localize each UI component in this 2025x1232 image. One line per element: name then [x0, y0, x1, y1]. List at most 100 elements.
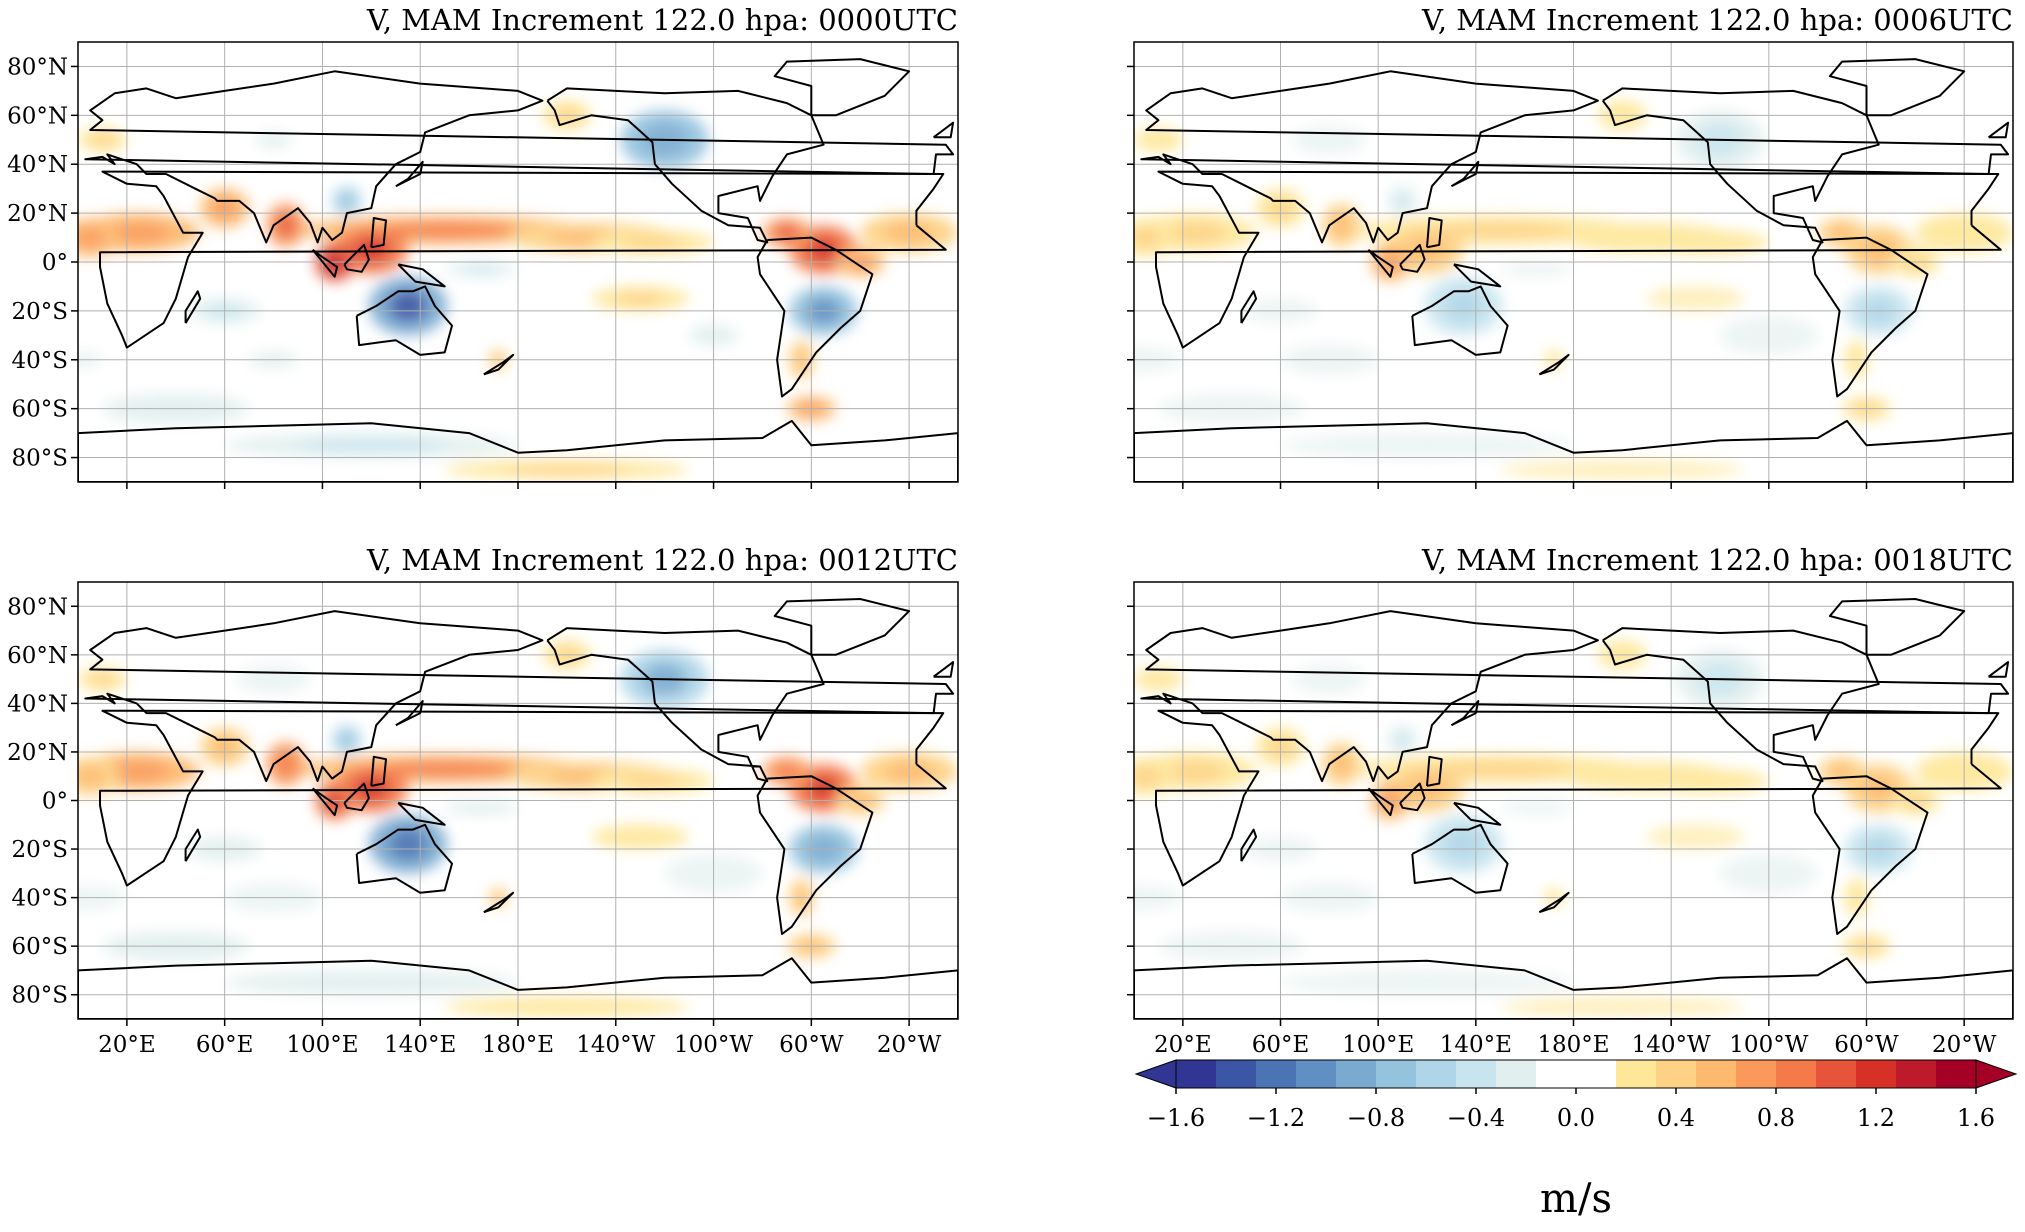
panel-body: 80°N 60°N 40°N 20°N 0° 20°S 40°S 60°S 80°S 20°E 60…: [7, 581, 959, 1058]
colorbar-tick-label: −1.2: [1247, 1104, 1305, 1132]
lat-tick-label: 60°S: [11, 934, 68, 960]
lon-tick-label: 20°E: [98, 1032, 156, 1058]
panel-body: 80°N 60°N 40°N 20°N 0° 20°S 40°S 60°S 80°S: [7, 41, 959, 489]
coastline: [1538, 353, 1570, 376]
coastline: [773, 598, 911, 656]
increment-contour-core: [1395, 731, 1410, 748]
coastline: [773, 58, 911, 117]
lon-tick-label: 60°E: [1252, 1032, 1310, 1058]
coastline: [1426, 755, 1443, 787]
increment-contour: [1500, 800, 1574, 816]
increment-contour-core: [615, 291, 665, 306]
increment-contour-core: [39, 137, 59, 153]
increment-contour-core: [90, 133, 115, 147]
coastline: [1450, 700, 1480, 727]
coastline: [483, 891, 515, 914]
lon-tick-label: 100°W: [674, 1032, 753, 1058]
coastline: [1453, 801, 1502, 826]
increment-field: [1085, 640, 2013, 1017]
panel-title: V, MAM Increment 122.0 hpa: 0006UTC: [1421, 3, 2013, 37]
increment-contour-core: [339, 192, 355, 209]
increment-contour-core: [1829, 763, 1855, 780]
increment-contour-core: [1134, 226, 1161, 249]
colorbar-swatch: [1336, 1060, 1377, 1088]
map-panel-0012utc: V, MAM Increment 122.0 hpa: 0012UTC 80°N…: [7, 543, 959, 1058]
increment-contour-core: [463, 803, 500, 812]
coastline: [395, 700, 424, 727]
map-area: [1085, 42, 2013, 482]
increment-contour: [1085, 669, 1124, 698]
colorbar-swatch: [1856, 1060, 1897, 1088]
coastline: [483, 353, 515, 376]
increment-field: [78, 640, 958, 1017]
colorbar-unit-label: m/s: [1540, 1176, 1612, 1222]
axis-ticks: [1127, 605, 1965, 1026]
colorbar-swatch: [1456, 1060, 1497, 1088]
coastline: [1988, 121, 2010, 139]
increment-contour-core: [108, 760, 170, 783]
increment-contour-core: [1095, 676, 1115, 692]
colorbar-swatch: [1376, 1060, 1417, 1088]
coastline: [1399, 782, 1426, 812]
colorbar-swatch: [1896, 1060, 1937, 1088]
lat-tick-label: 80°S: [11, 446, 68, 472]
increment-contour-core: [1444, 828, 1484, 861]
increment-contour-core: [615, 830, 665, 844]
lat-tick-label: 40°S: [11, 886, 68, 912]
lat-tick-label: 60°N: [7, 103, 68, 129]
colorbar-tick-label: 0.8: [1757, 1104, 1795, 1132]
coastline: [343, 243, 370, 273]
coastline: [78, 957, 958, 1019]
increment-contour-core: [353, 775, 390, 802]
coastlines: [78, 598, 958, 1019]
coastline: [78, 419, 958, 482]
colorbar-tick-label: −1.6: [1147, 1104, 1205, 1132]
increment-contour: [1646, 286, 1745, 311]
increment-contour-core: [1134, 765, 1161, 787]
increment-contour: [236, 664, 311, 694]
coastlines: [78, 58, 958, 482]
panel-title: V, MAM Increment 122.0 hpa: 0018UTC: [1421, 543, 2013, 577]
map-area: [1085, 582, 2013, 1019]
coastline: [184, 828, 202, 862]
increment-contour-core: [78, 765, 105, 787]
lon-tick-label: 180°E: [482, 1032, 554, 1058]
colorbar-tick-label: −0.8: [1347, 1104, 1405, 1132]
lon-tick-label: 20°W: [877, 1032, 942, 1058]
lat-tick-label: 80°N: [7, 594, 68, 620]
increment-contour-core: [388, 828, 428, 861]
colorbar-extend-min: [1134, 1059, 1177, 1089]
increment-contour-core: [371, 222, 518, 239]
coastline: [1811, 236, 1929, 398]
increment-contour-core: [1395, 192, 1410, 209]
increment-contour: [1085, 130, 1124, 159]
coastline: [370, 755, 387, 787]
increment-contour-core: [1427, 760, 1574, 777]
coastline: [397, 801, 446, 826]
colorbar-swatch: [1416, 1060, 1457, 1088]
coastline: [395, 160, 424, 188]
increment-contour-core: [388, 289, 428, 323]
map-panel-0018utc: V, MAM Increment 122.0 hpa: 0018UTC 20°E…: [1085, 543, 2014, 1058]
map-panel-0006utc: V, MAM Increment 122.0 hpa: 0006UTC: [1085, 3, 2014, 489]
lon-tick-label: 140°E: [384, 1032, 456, 1058]
increment-contour-core: [1677, 235, 1739, 250]
map-area: [78, 582, 958, 1019]
coastline: [1450, 160, 1480, 188]
coastline: [370, 217, 387, 249]
increment-contour-core: [1164, 221, 1226, 244]
lat-tick-label: 60°N: [7, 643, 68, 669]
coastline: [99, 170, 947, 349]
increment-contour-core: [1829, 224, 1855, 241]
coastlines: [1134, 598, 2013, 1019]
coastline: [1399, 243, 1426, 273]
coastline: [1828, 58, 1966, 117]
colorbar-swatch: [1256, 1060, 1297, 1088]
coastline: [1240, 828, 1258, 862]
coastline: [84, 610, 955, 783]
axis-ticks: [71, 605, 910, 1026]
increment-contour-core: [1146, 672, 1171, 686]
increment-contour-core: [1146, 133, 1171, 147]
coastline: [397, 263, 446, 288]
coastline: [546, 87, 825, 244]
